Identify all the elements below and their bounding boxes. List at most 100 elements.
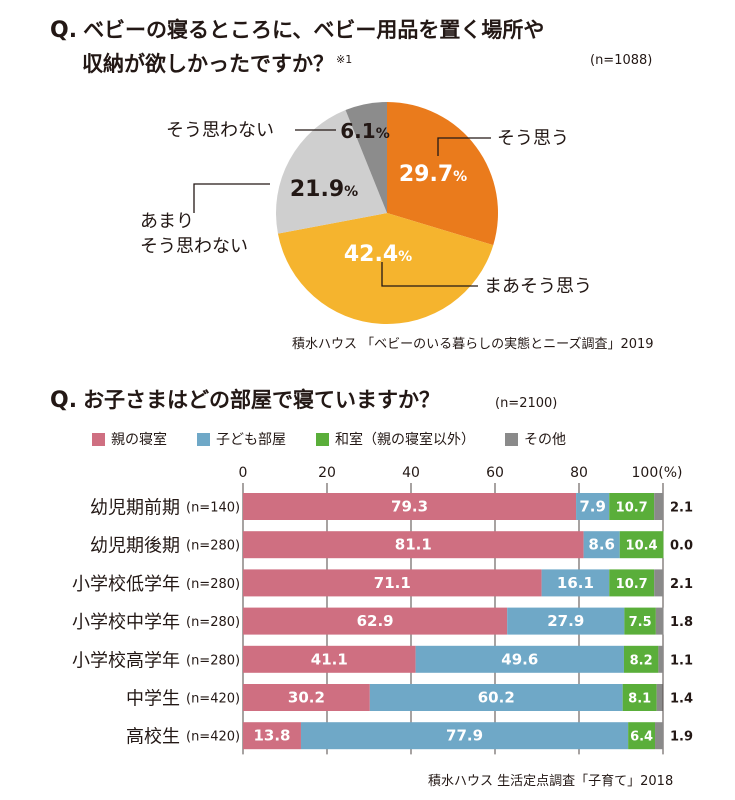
q2-sample-size: (n=2100) [495, 396, 558, 411]
bar-value-label: 13.8 [253, 727, 290, 745]
pie-slice-somewhat-agree [277, 213, 494, 324]
pie-slice-disagree [345, 102, 387, 213]
legend-label: 親の寝室 [111, 432, 167, 448]
legend-label: 子ども部屋 [216, 432, 286, 448]
row-category-label: 中学生 [126, 689, 180, 710]
bar-segment [609, 569, 655, 597]
leader-line [437, 137, 491, 156]
pie-value-label: 6.1% [340, 119, 389, 143]
row-sample-size: (n=140) [186, 501, 240, 516]
row-sample-size: (n=280) [186, 653, 240, 668]
legend: 親の寝室 子ども部屋 和室（親の寝室以外） その他 [92, 429, 596, 449]
legend-swatch [316, 432, 329, 446]
q1-title-line2: 収納が欲しかったですか？ ※1 [82, 45, 352, 79]
q2-title: Q. お子さまはどの部屋で寝ていますか？ [50, 385, 440, 416]
bar-segment [656, 684, 663, 711]
row-category-label: 高校生 [126, 727, 180, 748]
q1-source: 積水ハウス 「ベビーのいる暮らしの実態とニーズ調査」2019 [292, 337, 654, 352]
pie-category-label: あまり [140, 211, 194, 232]
row-sample-size: (n=280) [186, 615, 240, 630]
bar-value-label: 7.9 [579, 498, 606, 516]
q1-line2: 収納が欲しかったですか？ [82, 52, 334, 76]
pie-slice-agree [387, 102, 498, 246]
q1-line1: ベビーの寝るところに、ベビー用品を置く場所や [83, 18, 545, 42]
bar-segment [655, 722, 663, 750]
pie-category-label: そう思う [497, 128, 569, 149]
bar-segment [658, 645, 663, 673]
bar-value-label: 6.4 [630, 730, 653, 745]
bar-value-label: 60.2 [478, 689, 515, 707]
legend-swatch [197, 432, 210, 446]
bar-value-label: 0.0 [670, 539, 693, 554]
legend-label: その他 [524, 432, 566, 448]
bar-segment [243, 531, 584, 559]
bar-segment [624, 607, 656, 635]
bar-segment [243, 569, 542, 597]
legend-item-parents-room: 親の寝室 [92, 429, 167, 449]
pie-chart: 29.7%42.4%21.9%6.1% そう思うまあそう思うあまりそう思わないそう… [140, 102, 592, 324]
bar-segment [300, 722, 629, 750]
row-sample-size: (n=280) [186, 539, 240, 554]
bar-value-label: 2.1 [670, 577, 693, 592]
bar-segment [243, 645, 416, 673]
x-tick-label: 100(%) [632, 465, 683, 481]
row-category-label: 幼児期後期 [90, 536, 180, 557]
bar-segment [622, 684, 657, 711]
q2-prefix: Q. [50, 388, 78, 413]
row-sample-size: (n=420) [186, 692, 240, 707]
leader-line [193, 183, 270, 213]
q1-note: ※1 [336, 53, 353, 66]
row-sample-size: (n=420) [186, 730, 240, 745]
bar-segment [628, 722, 656, 750]
pie-category-label: まあそう思う [484, 276, 592, 297]
bar-value-label: 10.4 [626, 539, 658, 554]
bar-value-label: 71.1 [374, 574, 411, 592]
q1-prefix: Q. [50, 18, 78, 43]
q1-title: Q. ベビーの寝るところに、ベビー用品を置く場所や [50, 15, 544, 46]
x-tick-label: 80 [570, 465, 588, 481]
bar-value-label: 30.2 [288, 689, 325, 707]
bar-segment [619, 531, 664, 559]
bar-segment [369, 684, 623, 711]
bar-value-label: 16.1 [557, 574, 594, 592]
bar-segment [243, 684, 370, 711]
row-category-label: 小学校低学年 [72, 574, 180, 595]
bar-segment [243, 607, 508, 635]
bar-segment [576, 493, 610, 520]
bar-value-label: 27.9 [547, 612, 584, 630]
legend-item-other: その他 [505, 429, 566, 449]
bar-value-label: 77.9 [446, 727, 483, 745]
q2-source: 積水ハウス 生活定点調査「子育て」2018 [428, 774, 674, 789]
bar-segment [654, 569, 663, 597]
bar-value-label: 10.7 [616, 501, 648, 516]
bar-value-label: 8.2 [630, 653, 653, 668]
x-tick-label: 0 [239, 465, 248, 481]
bar-segment [507, 607, 625, 635]
bar-value-label: 1.1 [670, 653, 693, 668]
bar-value-label: 62.9 [357, 612, 394, 630]
pie-value-label: 42.4% [344, 242, 412, 267]
bar-segment [541, 569, 610, 597]
leader-line [381, 262, 478, 287]
bar-segment [623, 645, 659, 673]
bar-value-label: 2.1 [670, 501, 693, 516]
x-tick-label: 20 [318, 465, 336, 481]
bar-value-label: 79.3 [391, 498, 428, 516]
row-category-label: 幼児期前期 [90, 498, 180, 519]
bar-value-label: 10.7 [616, 577, 648, 592]
row-category-label: 小学校中学年 [72, 612, 180, 633]
bar-value-label: 8.1 [628, 692, 651, 707]
bar-segment [415, 645, 624, 673]
legend-item-kids-room: 子ども部屋 [197, 429, 286, 449]
x-tick-label: 60 [486, 465, 504, 481]
pie-category-label: そう思わない [140, 236, 248, 257]
bar-value-label: 8.6 [588, 536, 615, 554]
pie-value-label: 29.7% [399, 162, 467, 187]
bar-value-label: 1.4 [670, 692, 693, 707]
x-tick-label: 40 [402, 465, 420, 481]
bar-segment [243, 493, 577, 520]
q1-sample-size: (n=1088) [590, 53, 653, 68]
pie-category-label: そう思わない [166, 120, 274, 141]
legend-swatch [505, 432, 518, 446]
bar-segment [609, 493, 655, 520]
